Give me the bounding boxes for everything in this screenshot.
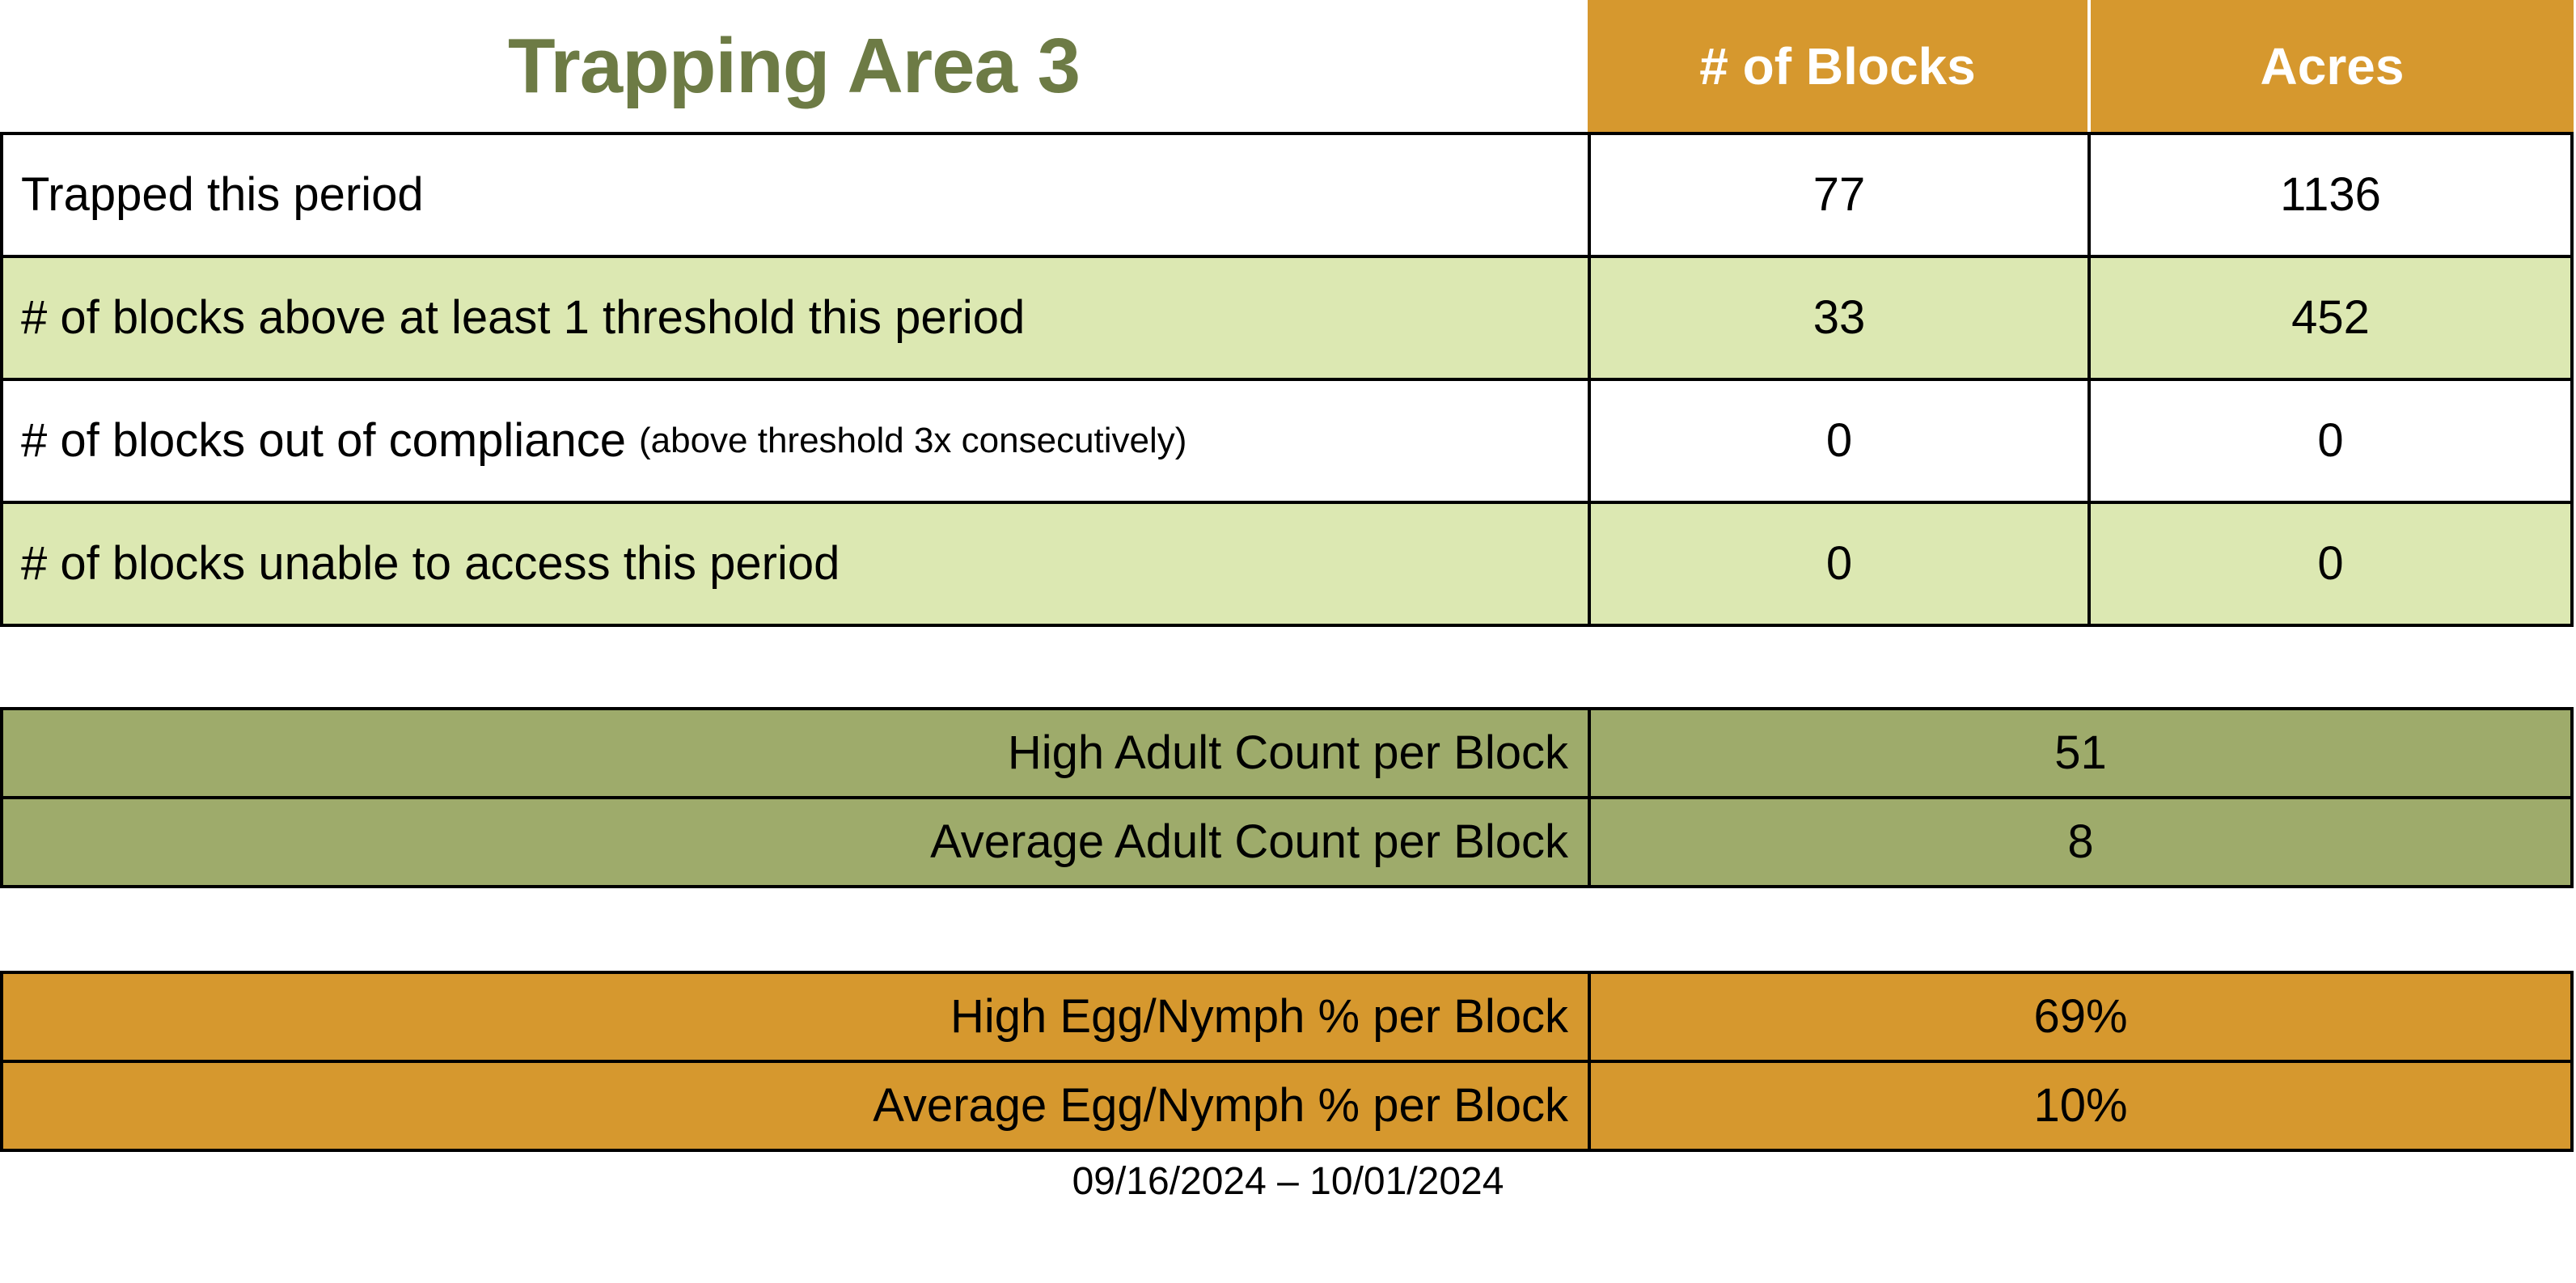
egg-nymph-table: High Egg/Nymph % per Block 69% Average E… bbox=[0, 971, 2574, 1152]
summary-row-blocks-value: 77 bbox=[1591, 135, 2087, 255]
egg-nymph-row-value: 10% bbox=[1591, 1063, 2570, 1149]
summary-row-blocks-value: 33 bbox=[1591, 258, 2087, 378]
summary-row-label: # of blocks above at least 1 threshold t… bbox=[3, 258, 1588, 378]
summary-row-label-note: (above threshold 3x consecutively) bbox=[638, 420, 1187, 460]
date-range: 09/16/2024 – 10/01/2024 bbox=[1072, 1159, 1504, 1203]
adult-count-row-label: High Adult Count per Block bbox=[3, 710, 1588, 796]
column-header-blocks: # of Blocks bbox=[1588, 0, 2087, 132]
summary-row-label-text: Trapped this period bbox=[21, 168, 424, 222]
adult-count-table: High Adult Count per Block 51 Average Ad… bbox=[0, 707, 2574, 888]
adult-count-row-value: 51 bbox=[1591, 710, 2570, 796]
summary-row-label: # of blocks out of compliance (above thr… bbox=[3, 381, 1588, 501]
page-title: Trapping Area 3 bbox=[508, 22, 1081, 109]
egg-nymph-row-value: 69% bbox=[1591, 974, 2570, 1060]
summary-row-blocks-value: 0 bbox=[1591, 381, 2087, 501]
column-header-acres: Acres bbox=[2091, 0, 2574, 132]
egg-nymph-row-label: High Egg/Nymph % per Block bbox=[3, 974, 1588, 1060]
summary-row-acres-value: 0 bbox=[2091, 504, 2570, 624]
egg-nymph-row-label: Average Egg/Nymph % per Block bbox=[3, 1063, 1588, 1149]
summary-row-acres-value: 452 bbox=[2091, 258, 2570, 378]
adult-count-row-label: Average Adult Count per Block bbox=[3, 799, 1588, 885]
summary-row-label-text: # of blocks unable to access this period bbox=[21, 537, 840, 591]
adult-count-row-value: 8 bbox=[1591, 799, 2570, 885]
summary-row-label-text: # of blocks above at least 1 threshold t… bbox=[21, 291, 1026, 345]
summary-row-blocks-value: 0 bbox=[1591, 504, 2087, 624]
summary-row-label: Trapped this period bbox=[3, 135, 1588, 255]
summary-row-label: # of blocks unable to access this period bbox=[3, 504, 1588, 624]
summary-row-acres-value: 0 bbox=[2091, 381, 2570, 501]
summary-row-acres-value: 1136 bbox=[2091, 135, 2570, 255]
summary-table: Trapped this period 77 1136 # of blocks … bbox=[0, 132, 2574, 627]
summary-row-label-text: # of blocks out of compliance bbox=[21, 414, 626, 468]
